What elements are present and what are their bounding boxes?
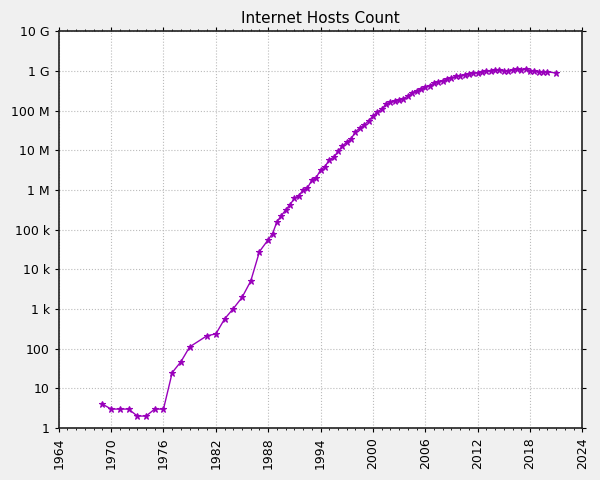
Title: Internet Hosts Count: Internet Hosts Count: [241, 11, 400, 26]
